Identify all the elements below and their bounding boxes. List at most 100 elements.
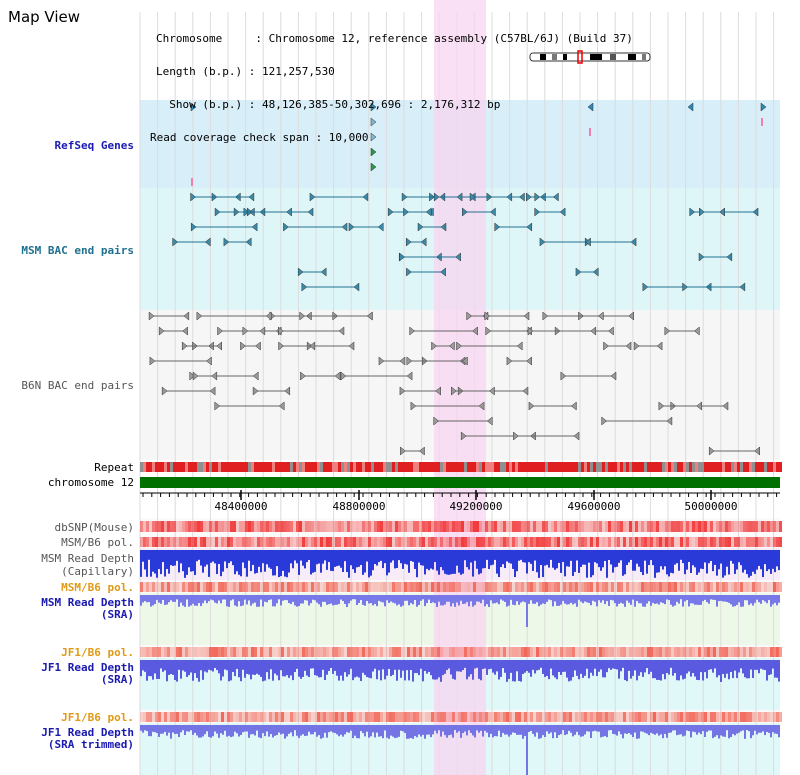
track-label-refseq[interactable]: RefSeq Genes (54, 139, 134, 152)
track-label-dbsnp[interactable]: dbSNP(Mouse) (54, 521, 134, 534)
jf1-trim-depth-bar (646, 725, 648, 734)
dbsnp-cell (662, 521, 665, 532)
msm-capillary-depth-bar (380, 550, 382, 561)
jf1-sra-depth-bar (684, 660, 686, 679)
repeat-segment (158, 462, 161, 472)
jf1-trim-depth-bar (696, 725, 698, 735)
msm-sra-depth-bar (488, 595, 490, 607)
track-label-jf1-pol[interactable]: JF1/B6 pol. (61, 646, 134, 659)
msm-capillary-depth-bar (720, 550, 722, 564)
jf1-trim-depth-bar (154, 725, 156, 733)
track-label-msm-pol-2[interactable]: MSM/B6 pol. (61, 581, 134, 594)
jf1-trim-depth-bar (702, 725, 704, 732)
repeat-segment (380, 462, 383, 472)
jf1-pol-cell (350, 647, 353, 657)
msm-sra-depth-bar (578, 595, 580, 600)
jf1-trim-depth-bar (264, 725, 266, 737)
jf1-trim-depth-bar (186, 725, 188, 732)
jf1-sra-depth-bar (642, 660, 644, 677)
msm-capillary-depth-bar (146, 550, 148, 577)
jf1-trim-depth-bar (366, 725, 368, 732)
jf1-trim-depth-bar (296, 725, 298, 736)
jf1-trim-depth-bar (182, 725, 184, 731)
dbsnp-cell (545, 521, 548, 532)
dbsnp-cell (380, 521, 383, 532)
jf1-sra-depth-bar (556, 660, 558, 680)
track-label-repeat[interactable]: Repeat (94, 461, 134, 474)
jf1-trim-depth-bar (562, 725, 564, 731)
length-info: Length (b.p.) : 121,257,530 (156, 65, 335, 78)
jf1-pol2-cell (287, 712, 290, 722)
jf1-trim-depth-bar (390, 725, 392, 736)
msm-pol2-cell (455, 582, 458, 592)
repeat-segment (698, 462, 701, 472)
msm-pol-cell (545, 537, 548, 547)
jf1-sra-depth-bar (172, 660, 174, 675)
track-label-msm-depth-capillary[interactable]: MSM Read Depth (41, 552, 134, 565)
msm-capillary-depth-bar (558, 550, 560, 563)
track-label-b6n-bac[interactable]: B6N BAC end pairs (21, 379, 134, 392)
jf1-sra-depth-bar (702, 660, 704, 681)
dbsnp-cell (749, 521, 752, 532)
msm-pol-cell (359, 537, 362, 547)
msm-capillary-depth-bar (688, 550, 690, 562)
jf1-pol2-cell (554, 712, 557, 722)
track-label-msm-depth-sra[interactable]: MSM Read Depth (41, 596, 134, 609)
msm-pol2-cell (746, 582, 749, 592)
b6n-bac-end (431, 341, 437, 351)
b6n-bac-end (242, 326, 249, 336)
repeat-segment (254, 462, 257, 472)
jf1-trim-depth-bar (290, 725, 292, 733)
jf1-pol-cell (524, 647, 527, 657)
jf1-pol2-cell (638, 712, 641, 722)
repeat-segment (764, 462, 767, 472)
jf1-trim-depth-bar (382, 725, 384, 739)
track-label-msm-bac[interactable]: MSM BAC end pairs (21, 244, 134, 257)
msm-capillary-depth-bar (548, 550, 550, 568)
track-label-jf1-pol-2[interactable]: JF1/B6 pol. (61, 711, 134, 724)
jf1-trim-depth-bar (516, 725, 518, 735)
msm-sra-depth-bar (438, 595, 440, 602)
jf1-pol-cell (464, 647, 467, 657)
jf1-trim-depth-bar (244, 725, 246, 732)
jf1-trim-depth-bar (718, 725, 720, 739)
jf1-sra-depth-bar (430, 660, 432, 676)
dbsnp-cell (440, 521, 443, 532)
msm-sra-depth-bar (150, 595, 152, 607)
repeat-segment (668, 462, 671, 472)
track-label-jf1-depth[interactable]: JF1 Read Depth (41, 661, 134, 674)
msm-capillary-depth-bar (770, 550, 772, 574)
dbsnp-cell (461, 521, 464, 532)
jf1-sra-depth-bar (600, 660, 602, 670)
msm-sra-depth-bar (604, 595, 606, 605)
msm-pol2-cell (662, 582, 665, 592)
msm-pol2-cell (632, 582, 635, 592)
msm-pol-cell (377, 537, 380, 547)
track-label-jf1-trimmed[interactable]: JF1 Read Depth (41, 726, 134, 739)
jf1-pol-cell (536, 647, 539, 657)
msm-capillary-depth-bar (458, 550, 460, 573)
msm-pol-cell (515, 537, 518, 547)
jf1-trim-depth-bar (460, 725, 462, 738)
msm-pol2-cell (278, 582, 281, 592)
msm-bac-end (245, 237, 252, 247)
jf1-sra-depth-bar (270, 660, 272, 670)
jf1-sra-depth-bar (386, 660, 388, 676)
jf1-sra-depth-bar (560, 660, 562, 675)
track-label-msm-pol[interactable]: MSM/B6 pol. (61, 536, 134, 549)
msm-sra-depth-bar (280, 595, 282, 606)
repeat-segment (503, 462, 506, 472)
msm-capillary-depth-bar (642, 550, 644, 576)
repeat-segment (755, 462, 758, 472)
jf1-pol-cell (437, 647, 440, 657)
repeat-segment (263, 462, 266, 472)
msm-sra-depth-bar (404, 595, 406, 601)
jf1-sra-depth-bar (580, 660, 582, 674)
jf1-trim-depth-bar (476, 725, 478, 731)
msm-pol2-cell (638, 582, 641, 592)
msm-pol2-cell (212, 582, 215, 592)
jf1-pol-cell (197, 647, 200, 657)
msm-pol2-cell (254, 582, 257, 592)
jf1-sra-depth-bar (414, 660, 416, 674)
